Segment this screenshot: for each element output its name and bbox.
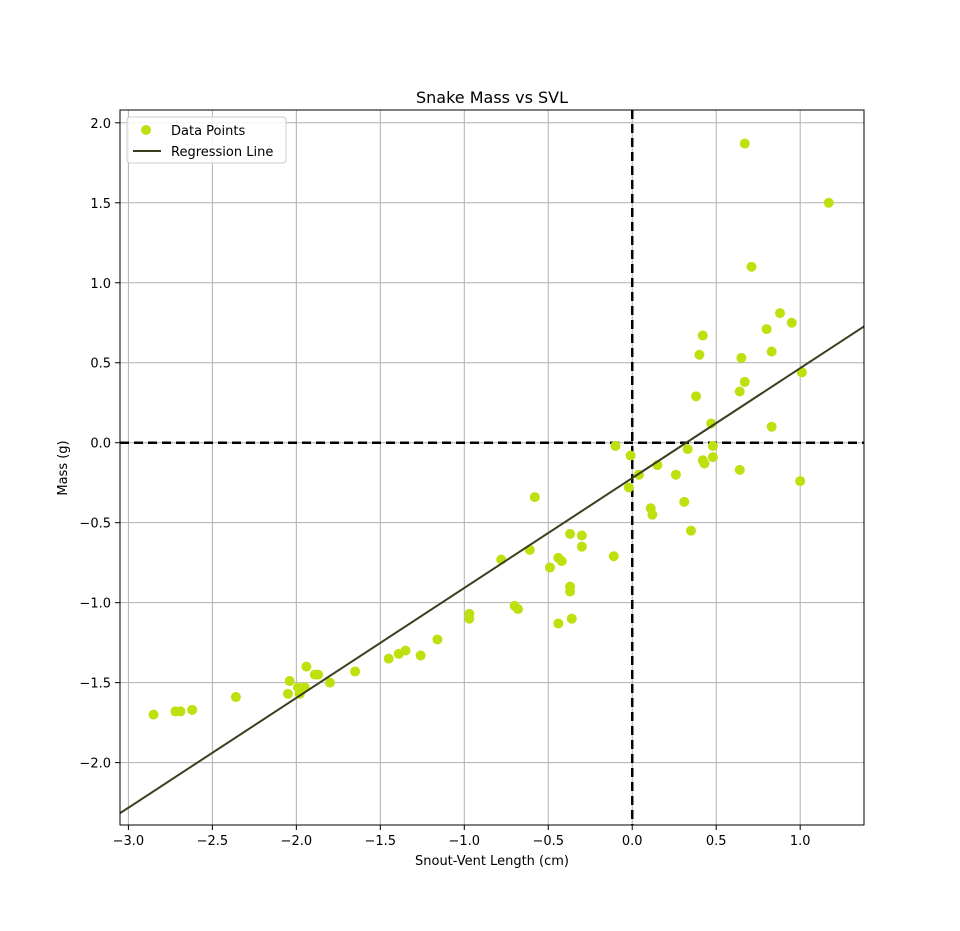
- data-point: [576, 530, 587, 541]
- data-point: [566, 613, 577, 624]
- y-axis-label: Mass (g): [56, 440, 71, 495]
- data-point: [576, 541, 587, 552]
- y-tick-label: −0.5: [79, 517, 111, 532]
- data-point: [707, 440, 718, 451]
- data-point: [739, 138, 750, 149]
- data-point: [464, 613, 475, 624]
- x-tick-label: −0.5: [532, 834, 564, 849]
- data-point: [350, 666, 361, 677]
- data-point: [823, 197, 834, 208]
- regression-line: [119, 325, 865, 815]
- data-point: [400, 645, 411, 656]
- data-point: [699, 458, 710, 469]
- data-point: [795, 476, 806, 487]
- data-point: [610, 440, 621, 451]
- axis-ticks: −3.0 −2.5 −2.0 −1.5 −1.0 −0.5 0.0 0.5 1.0 −2.0 −1.…: [79, 117, 810, 849]
- data-point: [148, 709, 159, 720]
- reference-lines: [120, 110, 864, 825]
- data-point: [565, 528, 576, 539]
- data-point: [734, 386, 745, 397]
- data-point: [623, 482, 634, 493]
- data-point: [553, 618, 564, 629]
- data-point: [565, 586, 576, 597]
- data-point: [432, 634, 443, 645]
- data-point: [529, 492, 540, 503]
- data-point: [230, 692, 241, 703]
- data-point: [686, 525, 697, 536]
- legend-point-marker: [141, 125, 151, 135]
- data-point: [415, 650, 426, 661]
- data-point: [544, 562, 555, 573]
- data-point: [694, 349, 705, 360]
- data-point: [734, 464, 745, 475]
- data-point: [670, 469, 681, 480]
- y-tick-label: 2.0: [90, 117, 111, 132]
- data-point: [766, 421, 777, 432]
- data-point: [513, 604, 524, 615]
- data-point: [647, 509, 658, 520]
- y-tick-label: −1.0: [79, 597, 111, 612]
- data-point: [679, 496, 690, 507]
- y-tick-label: 1.0: [90, 277, 111, 292]
- x-tick-label: 0.0: [622, 834, 643, 849]
- data-point: [625, 450, 636, 461]
- data-point: [761, 324, 772, 335]
- x-tick-label: −2.5: [197, 834, 229, 849]
- data-point: [707, 452, 718, 463]
- y-tick-label: 1.5: [90, 197, 111, 212]
- y-tick-label: 0.5: [90, 357, 111, 372]
- data-point: [324, 677, 335, 688]
- x-tick-label: −1.0: [448, 834, 480, 849]
- plot-frame: [119, 109, 865, 826]
- data-point: [301, 661, 312, 672]
- data-point: [766, 346, 777, 357]
- data-point: [313, 669, 324, 680]
- data-point: [746, 261, 757, 272]
- x-tick-label: 1.0: [790, 834, 811, 849]
- data-point: [383, 653, 394, 664]
- data-point: [775, 308, 786, 319]
- legend-label-data-points: Data Points: [171, 124, 245, 139]
- legend-box: [126, 116, 287, 164]
- data-point: [691, 391, 702, 402]
- legend: Data Points Regression Line: [126, 116, 287, 164]
- data-point: [697, 330, 708, 341]
- x-tick-label: 0.5: [706, 834, 727, 849]
- data-point: [786, 317, 797, 328]
- grid: [120, 110, 864, 825]
- data-point: [284, 676, 295, 687]
- x-tick-label: −3.0: [113, 834, 145, 849]
- data-point: [739, 376, 750, 387]
- data-point: [608, 551, 619, 562]
- data-point: [187, 704, 198, 715]
- y-tick-label: −2.0: [79, 757, 111, 772]
- chart-title: Snake Mass vs SVL: [416, 88, 568, 107]
- data-point: [282, 688, 293, 699]
- data-point: [706, 418, 717, 429]
- x-axis-label: Snout-Vent Length (cm): [415, 854, 569, 869]
- data-point: [175, 706, 186, 717]
- plot-area: [119, 138, 865, 815]
- data-point: [556, 556, 567, 567]
- y-tick-label: 0.0: [90, 437, 111, 452]
- data-point: [682, 444, 693, 455]
- x-tick-label: −2.0: [281, 834, 313, 849]
- x-tick-label: −1.5: [365, 834, 397, 849]
- data-point: [736, 352, 747, 363]
- legend-label-regression-line: Regression Line: [171, 145, 273, 160]
- y-tick-label: −1.5: [79, 677, 111, 692]
